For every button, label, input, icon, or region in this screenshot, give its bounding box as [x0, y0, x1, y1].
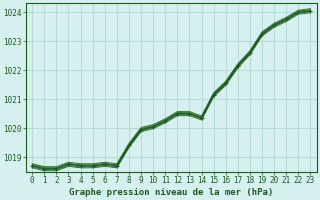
X-axis label: Graphe pression niveau de la mer (hPa): Graphe pression niveau de la mer (hPa) — [69, 188, 274, 197]
